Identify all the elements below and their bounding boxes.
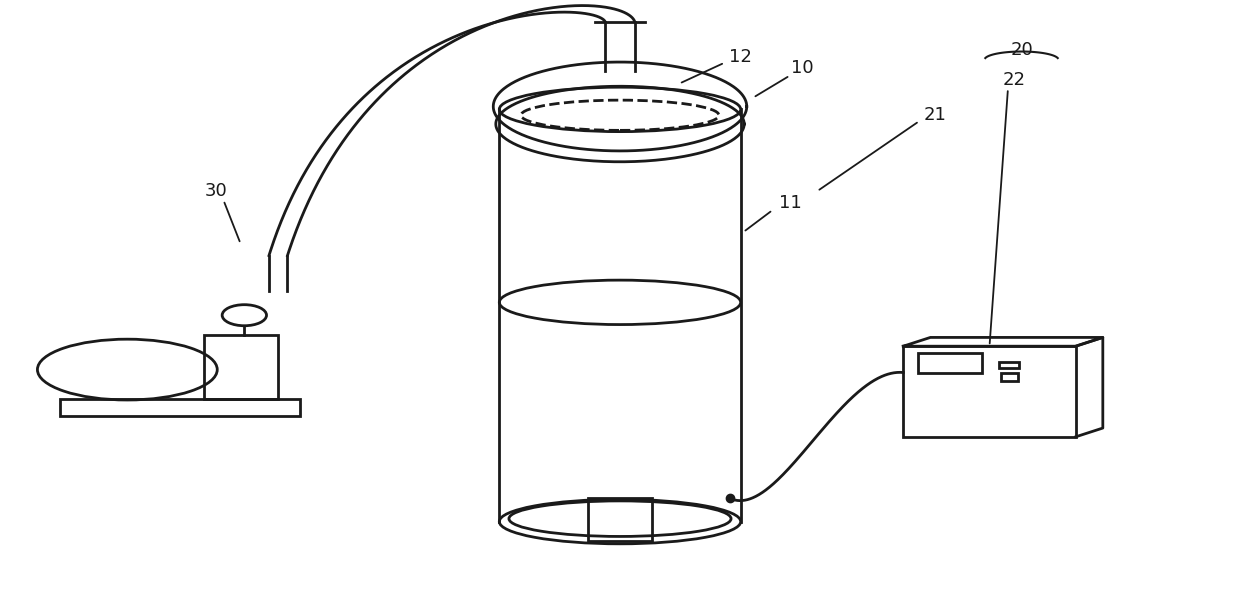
Bar [60, 399, 300, 416]
Text: 20: 20 [1011, 41, 1033, 59]
Bar [1001, 373, 1018, 381]
Bar [588, 498, 652, 541]
Text: 12: 12 [729, 48, 753, 66]
Text: 11: 11 [779, 194, 801, 212]
Text: 10: 10 [791, 59, 813, 78]
Text: 30: 30 [205, 182, 227, 200]
Bar [918, 353, 982, 372]
Bar [999, 362, 1019, 368]
Bar [903, 346, 1076, 437]
Text: 21: 21 [924, 106, 947, 125]
Bar [203, 334, 278, 399]
Text: 22: 22 [1003, 71, 1025, 89]
